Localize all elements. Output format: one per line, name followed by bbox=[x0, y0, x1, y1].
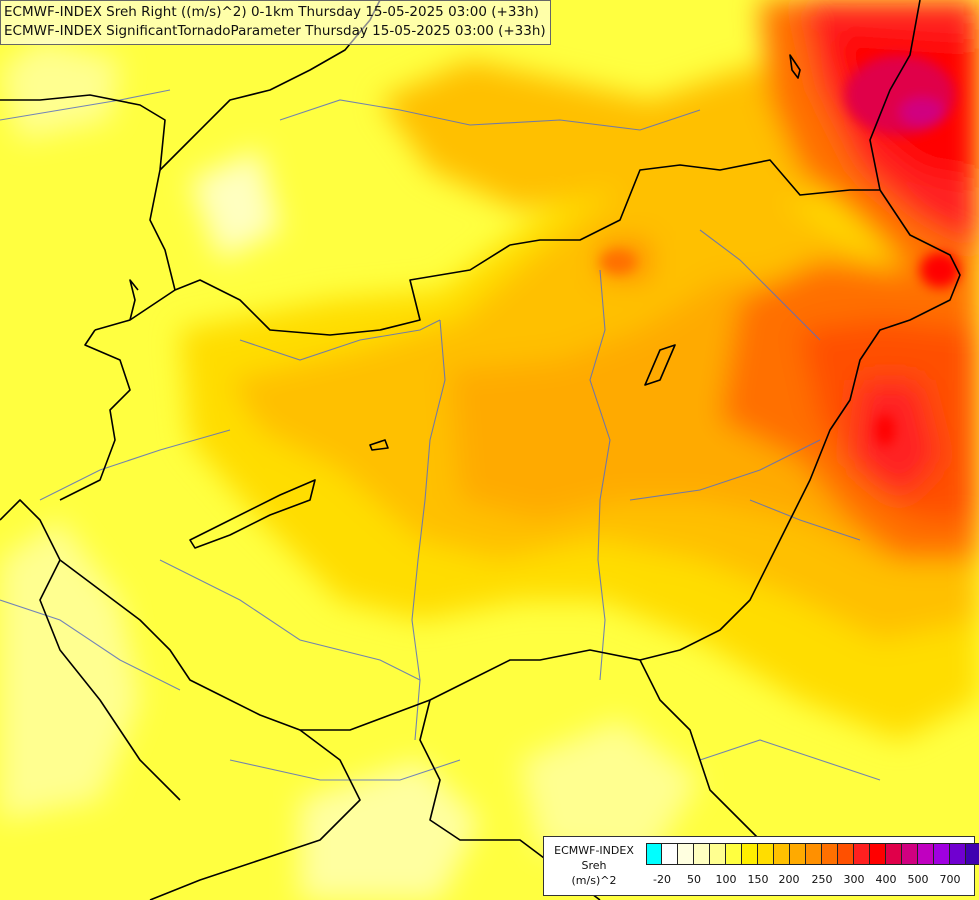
legend-swatch bbox=[646, 843, 662, 865]
legend-swatch bbox=[806, 843, 822, 865]
legend-tick-label: 50 bbox=[687, 873, 701, 886]
legend-ticks: -20 50 100 150 200 250 300 400 500 700 bbox=[646, 873, 976, 889]
legend-tick-label: 250 bbox=[811, 873, 833, 886]
legend-swatch bbox=[886, 843, 902, 865]
legend-swatch bbox=[822, 843, 838, 865]
legend-swatch bbox=[918, 843, 934, 865]
legend-swatch bbox=[966, 843, 979, 865]
legend-swatch bbox=[678, 843, 694, 865]
color-legend: ECMWF-INDEX Sreh (m/s)^2 -20 50 100 150 200 2… bbox=[543, 836, 979, 896]
field-peaks bbox=[600, 55, 960, 446]
legend-tick-label: 300 bbox=[843, 873, 865, 886]
legend-swatch bbox=[758, 843, 774, 865]
legend-swatch bbox=[902, 843, 918, 865]
legend-swatches bbox=[646, 843, 979, 865]
legend-swatch bbox=[934, 843, 950, 865]
legend-swatch bbox=[838, 843, 854, 865]
legend-swatch bbox=[726, 843, 742, 865]
legend-tick-label: -20 bbox=[653, 873, 671, 886]
legend-swatch bbox=[870, 843, 886, 865]
legend-swatch bbox=[694, 843, 710, 865]
header-line-2: ECMWF-INDEX SignificantTornadoParameter … bbox=[4, 23, 546, 39]
legend-title-line-3: (m/s)^2 bbox=[571, 874, 617, 887]
legend-swatch bbox=[790, 843, 806, 865]
map-header: ECMWF-INDEX Sreh Right ((m/s)^2) 0-1km T… bbox=[0, 0, 551, 45]
legend-tick-label: 150 bbox=[747, 873, 769, 886]
legend-swatch bbox=[950, 843, 966, 865]
rivers bbox=[0, 89, 881, 781]
legend-tick-label: 100 bbox=[715, 873, 737, 886]
legend-title-line-2: Sreh bbox=[581, 859, 607, 872]
legend-tick-label: 500 bbox=[907, 873, 929, 886]
legend-swatch bbox=[774, 843, 790, 865]
legend-tick-label: 200 bbox=[778, 873, 800, 886]
header-line-1: ECMWF-INDEX Sreh Right ((m/s)^2) 0-1km T… bbox=[4, 4, 539, 20]
legend-tick-label: 700 bbox=[939, 873, 961, 886]
legend-swatch bbox=[742, 843, 758, 865]
legend-tick-label: 400 bbox=[875, 873, 897, 886]
legend-swatch bbox=[710, 843, 726, 865]
legend-title: ECMWF-INDEX Sreh (m/s)^2 bbox=[544, 843, 644, 888]
legend-swatch bbox=[854, 843, 870, 865]
legend-swatch bbox=[662, 843, 678, 865]
legend-title-line-1: ECMWF-INDEX bbox=[554, 844, 634, 857]
